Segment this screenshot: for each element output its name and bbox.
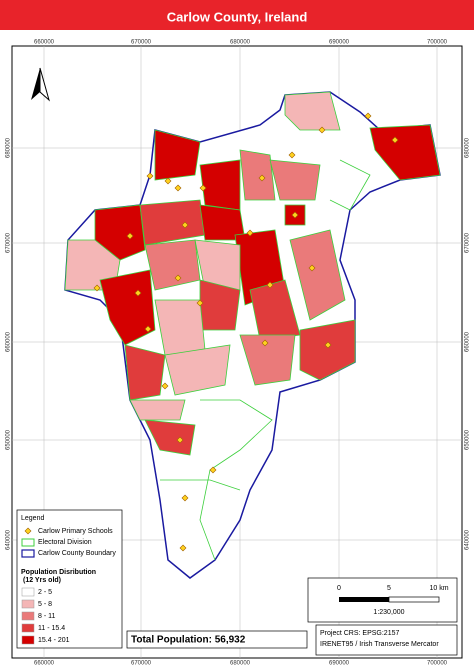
legend-class: 2 - 5 [38, 589, 52, 596]
legend-swatch [21, 635, 35, 645]
x-coord-label: 670000 [131, 661, 152, 667]
x-coord-label: 700000 [427, 661, 448, 667]
legend-swatch [21, 587, 35, 597]
legend-item: Carlow County Boundary [38, 550, 116, 557]
x-coord-label: 700000 [427, 40, 448, 46]
map-title: Carlow County, Ireland [167, 9, 308, 24]
y-coord-label: 670000 [6, 232, 12, 253]
scale-label: 0 [337, 585, 341, 592]
scale-bar [388, 596, 440, 603]
y-coord-label: 680000 [6, 137, 12, 158]
y-coord-label: 660000 [6, 331, 12, 352]
legend-subtitle: Population Disribution [21, 569, 96, 576]
scale-ratio: 1:230,000 [373, 609, 404, 616]
scale-bar [339, 597, 389, 602]
scale-label: 10 km [429, 585, 448, 592]
legend-subtitle: (12 Yrs old) [23, 577, 61, 584]
x-coord-label: 660000 [34, 661, 55, 667]
legend-swatch [21, 611, 35, 621]
legend-symbol [21, 549, 35, 558]
crs-text: Project CRS: EPSG:2157 [320, 630, 399, 637]
legend-symbol [21, 538, 35, 547]
y-coord-label: 680000 [465, 137, 471, 158]
total-population: Total Population: 56,932 [131, 635, 246, 646]
y-coord-label: 670000 [465, 232, 471, 253]
north-arrow [31, 67, 50, 102]
y-coord-label: 640000 [465, 529, 471, 550]
y-coord-label: 650000 [6, 429, 12, 450]
x-coord-label: 660000 [34, 40, 55, 46]
scale-label: 5 [387, 585, 391, 592]
legend-class: 15.4 - 201 [38, 637, 70, 644]
school-points [93, 112, 399, 552]
population-box [126, 630, 308, 649]
legend-class: 5 - 8 [38, 601, 52, 608]
x-coord-label: 680000 [230, 40, 251, 46]
crs-text: IRENET95 / Irish Transverse Mercator [320, 641, 439, 648]
x-coord-label: 690000 [329, 661, 350, 667]
x-coord-label: 670000 [131, 40, 152, 46]
y-coord-label: 650000 [465, 429, 471, 450]
y-coord-label: 640000 [6, 529, 12, 550]
x-coord-label: 680000 [230, 661, 251, 667]
title-bar [0, 0, 474, 30]
crs-box [315, 624, 458, 656]
y-coord-label: 660000 [465, 331, 471, 352]
electoral-divisions [64, 91, 441, 561]
x-coord-label: 690000 [329, 40, 350, 46]
legend-item: Electoral Division [38, 539, 92, 546]
legend-symbol [24, 527, 32, 535]
legend-class: 8 - 11 [38, 613, 55, 620]
legend-swatch [21, 599, 35, 609]
legend-title: Legend [21, 515, 44, 522]
legend-item: Carlow Primary Schools [38, 528, 113, 535]
legend-box [16, 509, 123, 649]
legend-swatch [21, 623, 35, 633]
legend-class: 11 - 15.4 [38, 625, 65, 632]
